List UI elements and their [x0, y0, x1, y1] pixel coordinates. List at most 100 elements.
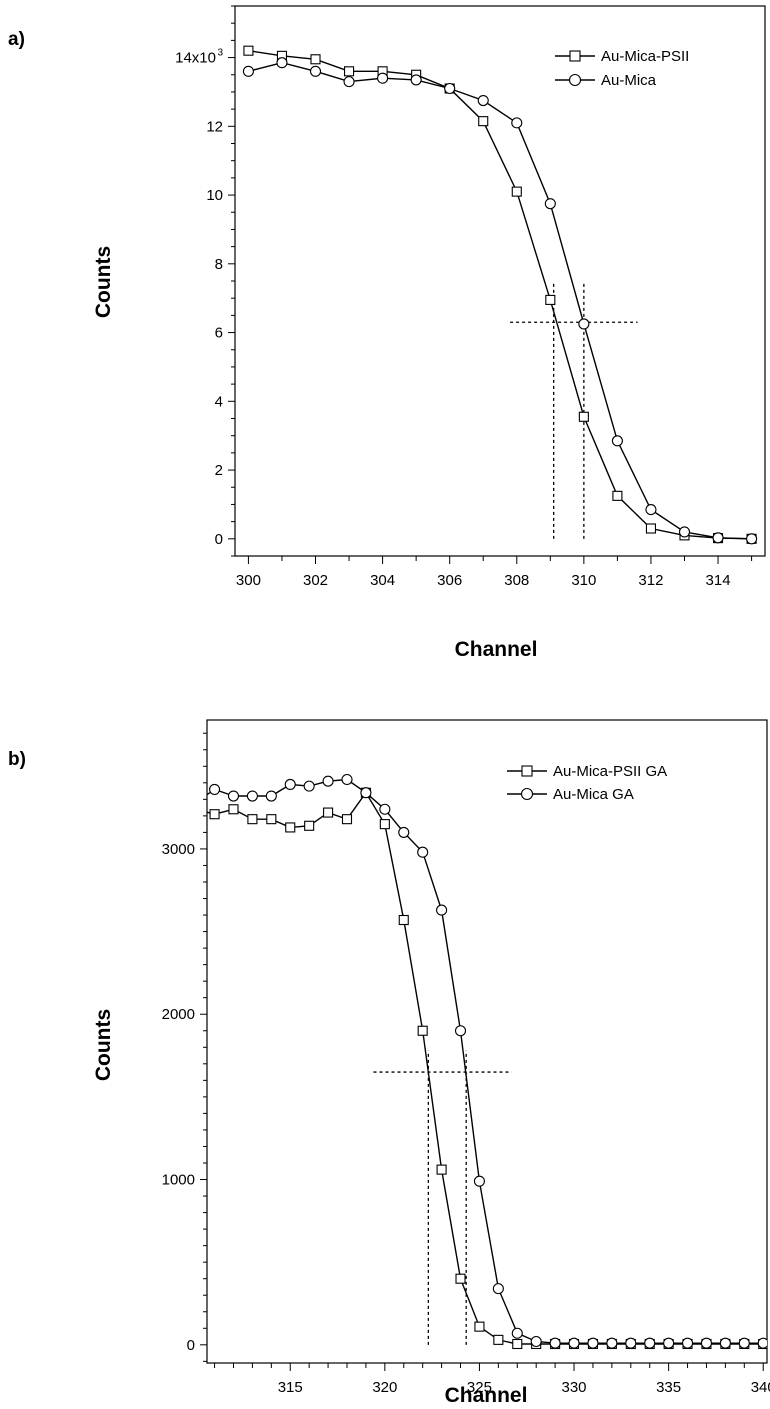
data-point-circle	[511, 1327, 523, 1339]
data-point-circle	[309, 65, 322, 77]
x-axis: 315 320 325 330 335 340	[214, 1363, 770, 1396]
data-point-square	[545, 294, 556, 305]
data-point-square	[455, 1273, 466, 1284]
y-axis: 0 2 4 6 8 10 12 14x10 3	[175, 5, 235, 557]
chart-panel-a: a) 0 2 4 6 8 10 12 14x10 3 300 302 304 306 308 310 312…	[8, 5, 766, 661]
data-point-circle	[681, 1337, 694, 1349]
y-tick-label: 0	[187, 1337, 195, 1354]
legend-label: Au-Mica-PSII	[601, 48, 689, 65]
legend: Au-Mica-PSII GA Au-Mica GA	[507, 763, 667, 803]
data-point-circle	[492, 1283, 504, 1295]
x-tick-label: 340	[751, 1379, 770, 1396]
data-point-circle	[568, 1337, 580, 1349]
x-tick-label: 315	[278, 1379, 303, 1396]
x-tick-label: 325	[467, 1379, 492, 1396]
panel-label: b)	[8, 749, 26, 770]
legend-square-marker	[569, 50, 581, 62]
data-point-circle	[379, 803, 391, 815]
data-point-square	[398, 914, 409, 926]
data-point-square	[243, 45, 254, 56]
y-tick-label: 10	[206, 187, 223, 204]
data-point-circle	[477, 94, 489, 107]
data-series	[242, 45, 758, 545]
data-point-square	[512, 1338, 523, 1350]
data-point-circle	[242, 65, 254, 77]
x-tick-label: 300	[236, 572, 261, 589]
data-point-square	[310, 54, 321, 65]
x-tick-label: 302	[303, 572, 328, 589]
x-tick-label: 320	[372, 1379, 397, 1396]
data-point-circle	[746, 533, 758, 545]
series-clip-group	[207, 773, 767, 1350]
data-point-circle	[530, 1335, 542, 1348]
data-point-circle	[454, 1025, 467, 1037]
y-tick-label: 14x10	[175, 50, 216, 67]
y-axis-label: Counts	[92, 246, 115, 318]
x-axis: 300 302 304 306 308 310 312 314	[236, 556, 753, 589]
data-series	[207, 773, 767, 1350]
data-point-square	[417, 1025, 428, 1036]
legend-circle-marker	[520, 787, 534, 801]
data-point-square	[304, 820, 315, 831]
x-tick-label: 312	[638, 572, 663, 589]
y-tick-label: 3000	[162, 841, 195, 858]
data-point-square	[511, 186, 522, 197]
x-tick-label: 335	[656, 1379, 681, 1396]
plot-frame	[206, 719, 768, 1364]
y-axis-label: Counts	[92, 1009, 115, 1081]
legend-label: Au-Mica-PSII GA	[553, 763, 667, 780]
data-point-circle	[712, 532, 724, 544]
data-point-circle	[719, 1337, 731, 1349]
y-tick-superscript: 3	[217, 48, 223, 59]
data-point-circle	[322, 775, 334, 787]
x-tick-label: 310	[571, 572, 596, 589]
x-axis-label: Channel	[455, 638, 538, 661]
x-axis-label: Channel	[445, 1384, 528, 1407]
y-tick-label: 0	[215, 531, 223, 548]
data-point-circle	[757, 1337, 767, 1349]
reference-lines	[373, 1050, 512, 1345]
data-point-circle	[398, 826, 410, 838]
data-point-circle	[644, 1337, 656, 1349]
data-point-square	[379, 819, 390, 830]
data-point-square	[228, 804, 239, 815]
data-point-circle	[578, 318, 590, 330]
data-point-square	[436, 1164, 447, 1175]
data-point-square	[478, 116, 489, 127]
data-point-circle	[444, 82, 456, 95]
y-tick-label: 12	[206, 118, 223, 135]
data-point-circle	[473, 1175, 485, 1187]
data-point-square	[344, 66, 355, 77]
data-point-square	[285, 822, 296, 833]
data-point-circle	[587, 1337, 599, 1349]
y-tick-label: 6	[215, 325, 223, 342]
data-point-circle	[436, 904, 448, 916]
data-point-square	[341, 814, 353, 825]
legend-label: Au-Mica	[601, 72, 657, 89]
data-point-circle	[341, 773, 353, 786]
data-point-circle	[625, 1337, 637, 1349]
data-point-circle	[645, 504, 657, 516]
legend-label: Au-Mica GA	[553, 786, 634, 803]
data-point-square	[493, 1334, 504, 1345]
data-point-circle	[663, 1337, 675, 1349]
data-point-square	[474, 1321, 485, 1332]
series-line-square	[248, 50, 752, 540]
data-point-circle	[700, 1337, 713, 1349]
reference-lines	[510, 281, 638, 539]
data-point-circle	[678, 526, 691, 538]
legend-circle-marker	[568, 73, 582, 87]
panel-label: a)	[8, 29, 25, 50]
data-point-circle	[377, 72, 389, 84]
data-point-circle	[549, 1337, 561, 1349]
data-point-circle	[265, 790, 277, 802]
data-point-circle	[276, 57, 288, 69]
data-point-square	[578, 411, 589, 422]
data-point-circle	[343, 76, 355, 88]
x-tick-label: 304	[370, 572, 395, 589]
data-point-square	[209, 809, 220, 820]
x-tick-label: 306	[437, 572, 462, 589]
x-tick-label: 314	[706, 572, 731, 589]
y-tick-label: 1000	[162, 1172, 195, 1189]
